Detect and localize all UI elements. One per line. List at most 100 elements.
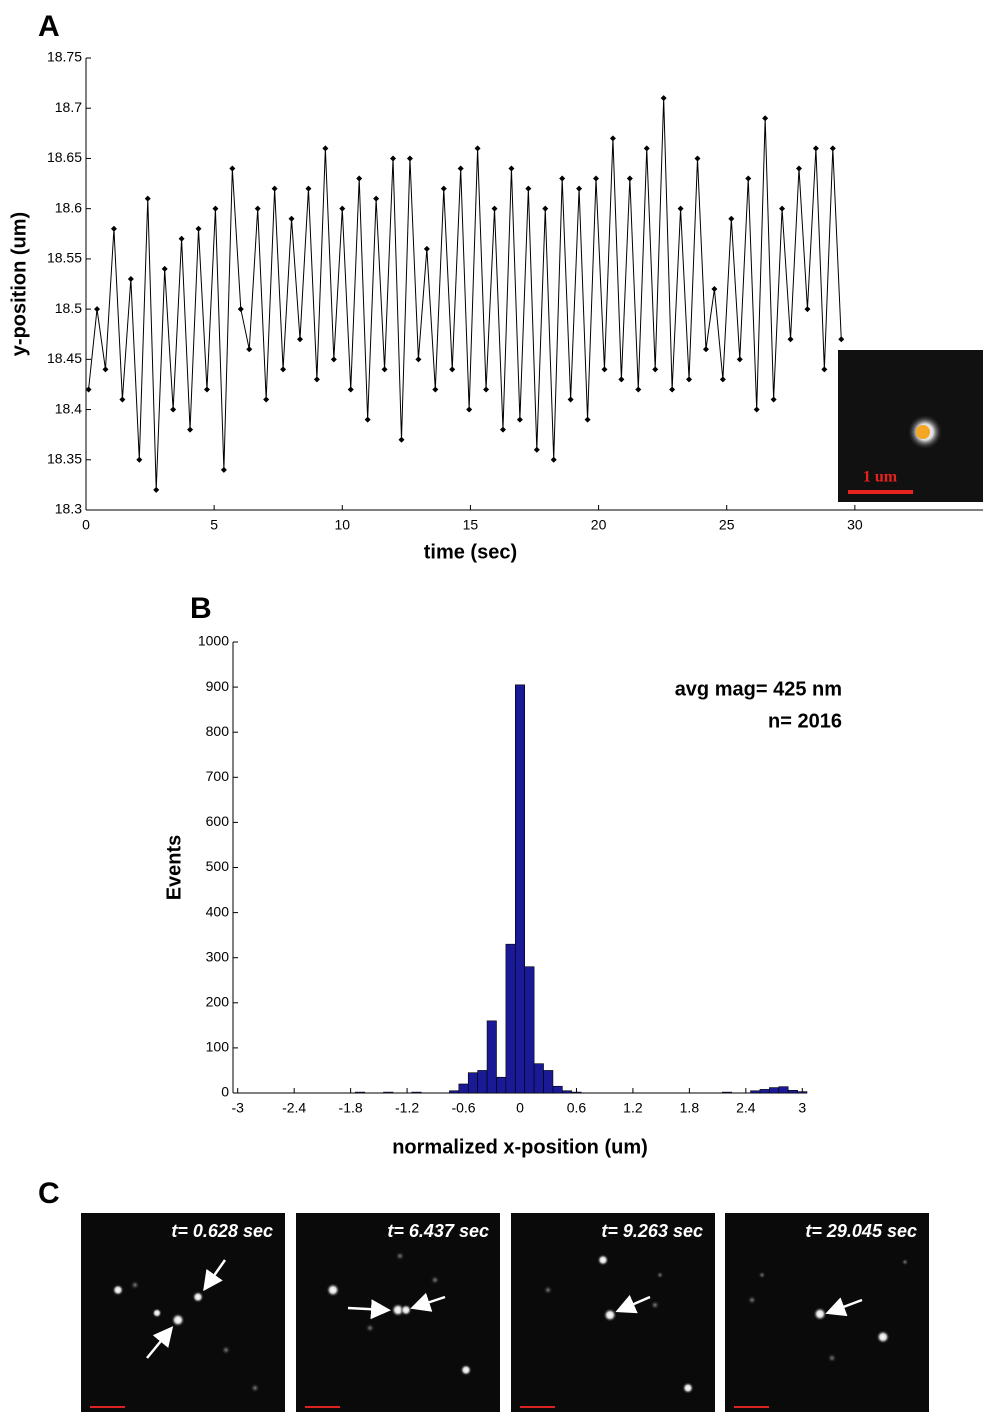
x-tick-label: 1.2	[623, 1100, 643, 1116]
marker	[263, 396, 270, 403]
marker	[212, 205, 219, 212]
marker	[254, 205, 261, 212]
data-line	[88, 98, 842, 490]
marker	[296, 336, 303, 343]
y-tick-label: 18.4	[55, 400, 82, 416]
marker	[220, 466, 227, 473]
y-tick-label: 18.65	[47, 149, 82, 165]
panel-label: C	[38, 1177, 60, 1210]
x-tick-label: 3	[798, 1100, 806, 1116]
y-tick-label: 800	[206, 723, 230, 739]
x-tick-label: -0.6	[451, 1100, 475, 1116]
marker	[821, 366, 828, 373]
y-tick-label: 200	[206, 994, 230, 1010]
bar	[562, 1090, 573, 1094]
y-tick-label: 400	[206, 903, 230, 919]
marker	[516, 416, 523, 423]
y-tick-label: 100	[206, 1039, 230, 1055]
marker	[669, 386, 676, 393]
marker	[466, 406, 473, 413]
annotation: avg mag= 425 nm	[675, 678, 842, 700]
marker	[178, 235, 185, 242]
y-tick-label: 18.45	[47, 350, 82, 366]
y-tick-label: 18.75	[47, 49, 82, 65]
bar	[750, 1090, 761, 1094]
scale-label: 1 um	[863, 469, 898, 486]
marker	[753, 406, 760, 413]
bar	[383, 1091, 394, 1094]
marker	[745, 175, 752, 182]
x-tick-label: 1.8	[680, 1100, 700, 1116]
marker	[457, 165, 464, 172]
snapshot-time: t= 0.628 sec	[171, 1221, 273, 1241]
marker	[313, 376, 320, 383]
marker	[390, 155, 397, 162]
marker	[237, 306, 244, 313]
y-tick-label: 900	[206, 678, 230, 694]
y-tick-label: 18.55	[47, 250, 82, 266]
marker	[499, 426, 506, 433]
marker	[660, 95, 667, 102]
snapshot: t= 9.263 sec	[511, 1213, 715, 1412]
bar	[797, 1091, 808, 1094]
marker	[728, 215, 735, 222]
marker	[593, 175, 600, 182]
y-tick-label: 500	[206, 858, 230, 874]
marker	[576, 185, 583, 192]
marker	[567, 396, 574, 403]
bar	[778, 1086, 789, 1094]
bar	[533, 1063, 544, 1094]
marker	[356, 175, 363, 182]
bar	[355, 1091, 366, 1094]
marker	[762, 115, 769, 122]
bar	[467, 1072, 478, 1094]
panel-label: A	[38, 10, 60, 43]
annotation: n= 2016	[768, 710, 842, 732]
bar	[571, 1091, 582, 1094]
marker	[643, 145, 650, 152]
bar	[759, 1089, 770, 1094]
marker	[542, 205, 549, 212]
marker	[635, 386, 642, 393]
marker	[339, 205, 346, 212]
marker	[161, 265, 168, 272]
x-tick-label: 2.4	[736, 1100, 756, 1116]
marker	[584, 416, 591, 423]
x-tick-label: 5	[210, 517, 218, 533]
bar	[769, 1087, 780, 1094]
bar	[514, 684, 526, 1094]
x-tick-label: -3	[231, 1100, 244, 1116]
x-axis-label: normalized x-position (um)	[392, 1136, 648, 1158]
y-tick-label: 18.7	[55, 99, 82, 115]
y-axis-label: y-position (um)	[8, 212, 30, 356]
marker	[381, 366, 388, 373]
marker	[153, 486, 160, 493]
bar	[496, 1076, 507, 1094]
x-tick-label: 20	[591, 517, 607, 533]
bar	[787, 1089, 798, 1094]
marker	[491, 205, 498, 212]
y-tick-label: 700	[206, 768, 230, 784]
marker	[601, 366, 608, 373]
marker	[483, 386, 490, 393]
marker	[170, 406, 177, 413]
snapshot-time: t= 6.437 sec	[387, 1221, 489, 1241]
marker	[203, 386, 210, 393]
panel-label: B	[190, 592, 212, 625]
bar	[524, 966, 535, 1094]
marker	[533, 446, 540, 453]
marker	[406, 155, 413, 162]
marker	[626, 175, 633, 182]
marker	[110, 225, 117, 232]
marker	[127, 275, 134, 282]
y-tick-label: 18.6	[55, 199, 82, 215]
marker	[305, 185, 312, 192]
marker	[288, 215, 295, 222]
y-tick-label: 300	[206, 948, 230, 964]
x-tick-label: 15	[463, 517, 479, 533]
marker	[195, 225, 202, 232]
marker	[398, 436, 405, 443]
marker	[702, 346, 709, 353]
marker	[271, 185, 278, 192]
